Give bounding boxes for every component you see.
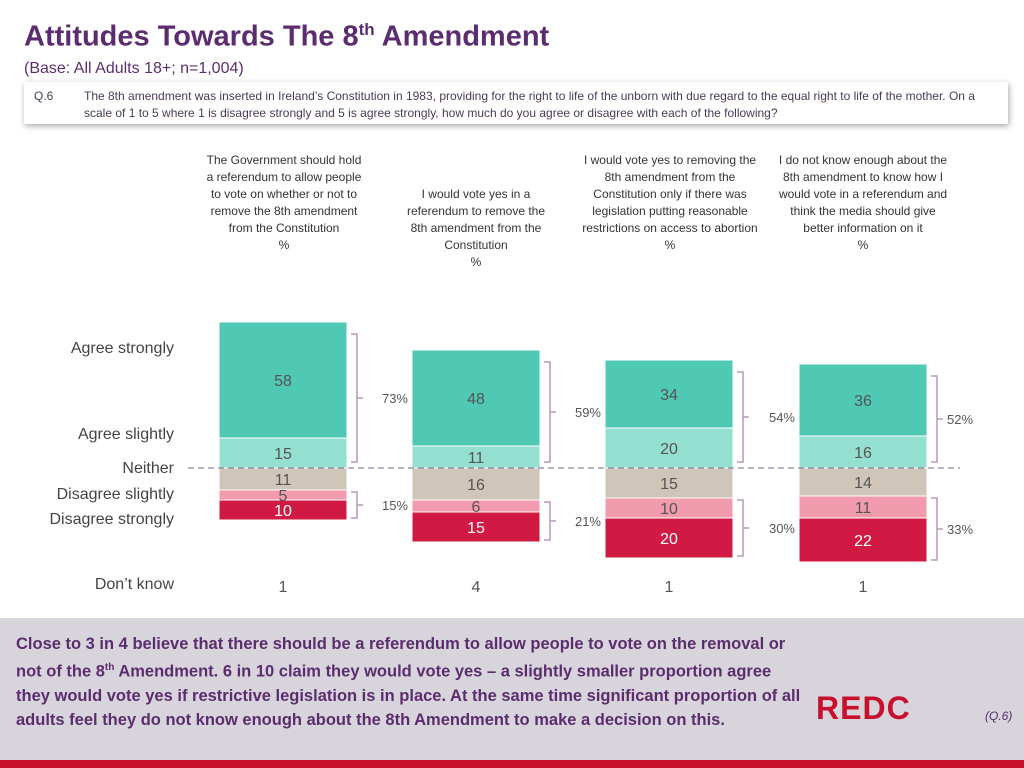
bar-neither-2 xyxy=(411,467,541,501)
row-label-disagree-slightly: Disagree slightly xyxy=(56,486,174,503)
bar-agree-strongly-2 xyxy=(411,349,541,447)
value-label-neither-4: 14 xyxy=(854,475,872,492)
summary-text: Close to 3 in 4 believe that there shoul… xyxy=(16,635,801,729)
value-label-disagree-strongly-4: 22 xyxy=(854,533,872,550)
net-disagree-label-1: 15% xyxy=(382,498,408,513)
value-label-neither-1: 11 xyxy=(275,472,292,489)
net-disagree-bracket-2 xyxy=(544,501,556,541)
bar-disagree-strongly-2 xyxy=(411,511,541,543)
bar-disagree-strongly-4 xyxy=(798,517,928,563)
value-label-disagree-slightly-1: 5 xyxy=(279,488,288,505)
value-label-disagree-slightly-3: 10 xyxy=(660,501,678,518)
bar-disagree-strongly-1 xyxy=(218,499,348,521)
dont-know-value-4: 1 xyxy=(859,579,868,596)
net-disagree-bracket-3 xyxy=(737,499,749,557)
value-label-agree-slightly-1: 15 xyxy=(274,446,292,463)
column-header-4: I do not know enough about the 8th amend… xyxy=(778,153,948,252)
footer-accent-bar xyxy=(0,760,1024,768)
column-header-3: I would vote yes to removing the 8th ame… xyxy=(582,153,758,252)
value-label-agree-strongly-3: 34 xyxy=(660,387,678,404)
row-label-dont-know: Don’t know xyxy=(94,576,174,593)
value-label-agree-strongly-4: 36 xyxy=(854,393,872,410)
bar-agree-slightly-1 xyxy=(218,437,348,469)
value-label-disagree-strongly-1: 10 xyxy=(274,503,292,520)
row-label-neither: Neither xyxy=(122,460,174,477)
column-header-1: The Government should hold a referendum … xyxy=(206,153,362,252)
bar-agree-strongly-4 xyxy=(798,363,928,437)
value-label-disagree-slightly-2: 6 xyxy=(472,499,481,516)
bar-agree-strongly-1 xyxy=(218,321,348,439)
dont-know-value-3: 1 xyxy=(665,579,674,596)
value-label-agree-strongly-1: 58 xyxy=(274,373,292,390)
question-box: Q.6 The 8th amendment was inserted in Ir… xyxy=(24,82,1008,124)
value-label-neither-3: 15 xyxy=(660,476,678,493)
question-number: Q.6 xyxy=(34,89,54,103)
net-agree-bracket-3 xyxy=(737,371,749,463)
dont-know-value-2: 4 xyxy=(472,579,481,596)
page-title: Attitudes Towards The 8th Amendment xyxy=(24,20,550,53)
question-reference: (Q.6) xyxy=(985,709,1013,723)
row-label-disagree-strongly: Disagree strongly xyxy=(49,511,175,528)
row-label-agree-slightly: Agree slightly xyxy=(77,426,174,443)
value-label-disagree-strongly-3: 20 xyxy=(660,531,678,548)
net-agree-label-2: 59% xyxy=(575,405,601,420)
net-disagree-label-4: 33% xyxy=(947,522,973,537)
net-agree-bracket-1 xyxy=(351,333,363,463)
net-disagree-bracket-4 xyxy=(931,497,943,561)
net-agree-bracket-4 xyxy=(931,375,943,463)
bar-agree-slightly-4 xyxy=(798,435,928,469)
net-agree-bracket-2 xyxy=(544,361,556,463)
dont-know-value-1: 1 xyxy=(279,579,288,596)
row-label-agree-strongly: Agree strongly xyxy=(70,340,174,357)
value-label-disagree-strongly-2: 15 xyxy=(467,520,485,537)
question-text: The 8th amendment was inserted in Irelan… xyxy=(84,89,975,120)
net-agree-label-4: 52% xyxy=(947,412,973,427)
value-label-disagree-slightly-4: 11 xyxy=(855,500,872,517)
net-agree-label-3: 54% xyxy=(769,410,795,425)
base-note: (Base: All Adults 18+; n=1,004) xyxy=(24,60,244,77)
value-label-agree-slightly-3: 20 xyxy=(660,441,678,458)
net-agree-label-1: 73% xyxy=(382,391,408,406)
value-label-neither-2: 16 xyxy=(467,477,485,494)
value-label-agree-strongly-2: 48 xyxy=(467,391,485,408)
value-label-agree-slightly-2: 11 xyxy=(468,450,485,467)
value-label-agree-slightly-4: 16 xyxy=(854,445,872,462)
net-disagree-label-3: 30% xyxy=(769,521,795,536)
column-header-2: I would vote yes in a referendum to remo… xyxy=(406,187,546,269)
bar-disagree-strongly-3 xyxy=(604,517,734,559)
net-disagree-label-2: 21% xyxy=(575,514,601,529)
stacked-bar-chart: 58151151073%15%148111661559%21%434201510… xyxy=(188,321,973,596)
summary-panel: Close to 3 in 4 believe that there shoul… xyxy=(0,618,1024,760)
bar-agree-strongly-3 xyxy=(604,359,734,429)
redc-logo: REDC xyxy=(816,690,911,726)
net-disagree-bracket-1 xyxy=(351,491,363,519)
